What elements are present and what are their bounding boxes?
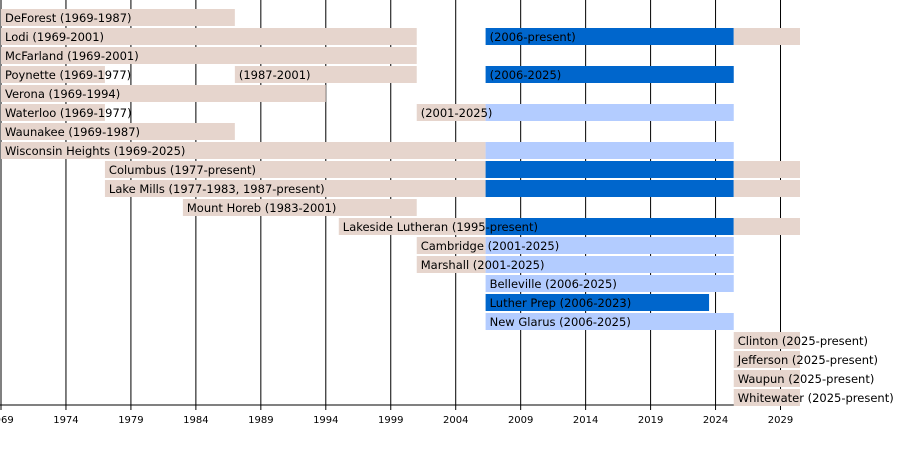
segment	[104, 161, 486, 178]
segment	[234, 66, 417, 83]
segment	[485, 180, 734, 197]
x-tick-label: 1984	[183, 415, 208, 426]
x-tick-label: 1979	[118, 415, 143, 426]
x-tick-label: 1974	[53, 415, 78, 426]
x-tick-label: 1994	[313, 415, 338, 426]
x-tick-label: 2019	[638, 415, 663, 426]
segment	[733, 351, 800, 368]
x-tick-label: 1969	[0, 415, 14, 426]
segment	[485, 237, 734, 254]
segment	[416, 104, 486, 121]
segment-label: Whitewater (2025-present)	[738, 391, 894, 405]
segment-label: DeForest (1969-1987)	[5, 11, 132, 25]
x-tick-label: 2004	[443, 415, 468, 426]
segment-label: Lake Mills (1977-1983, 1987-present)	[109, 182, 325, 196]
segment	[1, 142, 486, 159]
segment	[485, 294, 710, 311]
segment	[733, 389, 800, 406]
x-tick-label: 1989	[248, 415, 273, 426]
segment	[485, 28, 734, 45]
segment	[1, 9, 235, 26]
segment-label: (2001-2025)	[421, 106, 493, 120]
segment	[338, 218, 486, 235]
segment	[182, 199, 417, 216]
segment	[733, 161, 800, 178]
segment-label: Waupun (2025-present)	[738, 372, 875, 386]
segment	[485, 66, 734, 83]
labels: 1969 1974 1979 1984 1989 1994 1999 2004 2009 2014…	[0, 11, 894, 426]
segment	[485, 161, 734, 178]
segment-label: Waunakee (1969-1987)	[5, 125, 140, 139]
x-tick-label: 1999	[378, 415, 403, 426]
segment-label: Luther Prep (2006-2023)	[490, 296, 632, 310]
segment-label: Cambridge (2001-2025)	[421, 239, 560, 253]
segment	[485, 218, 734, 235]
segment-label: Jefferson (2025-present)	[737, 353, 878, 367]
segment-label: Clinton (2025-present)	[738, 334, 868, 348]
x-tick-label: 2024	[703, 415, 728, 426]
segment	[733, 180, 800, 197]
segment	[1, 28, 417, 45]
segment	[485, 104, 734, 121]
segment	[416, 237, 486, 254]
segment	[733, 370, 800, 387]
segment-label: Poynette (1969-1977)	[5, 68, 131, 82]
segment-label: Belleville (2006-2025)	[490, 277, 617, 291]
segment-label: Columbus (1977-present)	[109, 163, 256, 177]
segment	[1, 85, 326, 102]
segment	[733, 28, 800, 45]
segment-label: Lakeside Lutheran (1995-present)	[343, 220, 538, 234]
segment-label: Waterloo (1969-1977)	[5, 106, 132, 120]
segment	[1, 123, 235, 140]
segment	[485, 142, 734, 159]
segment	[485, 313, 734, 330]
x-tick-label: 2009	[508, 415, 533, 426]
segment-label: Mount Horeb (1983-2001)	[187, 201, 337, 215]
segment	[1, 47, 417, 64]
segment-label: (2006-present)	[490, 30, 576, 44]
segment	[733, 332, 800, 349]
segment	[416, 256, 486, 273]
segment	[485, 256, 734, 273]
segment	[733, 218, 800, 235]
segment-label: (1987-2001)	[239, 68, 311, 82]
segment-label: New Glarus (2006-2025)	[490, 315, 631, 329]
segment-label: Verona (1969-1994)	[5, 87, 120, 101]
segment-label: McFarland (1969-2001)	[5, 49, 139, 63]
x-tick-label: 2029	[768, 415, 793, 426]
segment	[104, 180, 486, 197]
segment	[1, 66, 105, 83]
segment	[1, 104, 105, 121]
segment-label: Marshall (2001-2025)	[421, 258, 545, 272]
segment-label: Wisconsin Heights (1969-2025)	[5, 144, 185, 158]
segment-label: Lodi (1969-2001)	[5, 30, 104, 44]
bars	[1, 9, 800, 406]
x-tick-label: 2014	[573, 415, 598, 426]
segment	[485, 275, 734, 292]
segment-label: (2006-2025)	[490, 68, 562, 82]
